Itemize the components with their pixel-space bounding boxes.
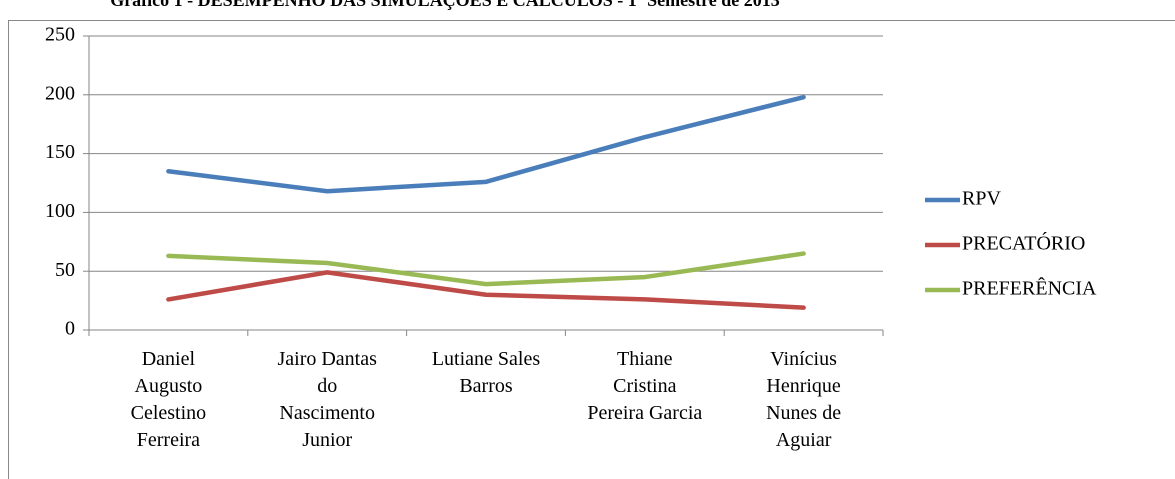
legend-label: RPV (962, 188, 1001, 210)
y-tick-label: 0 (65, 318, 75, 340)
x-tick-label-line: Vinícius (770, 348, 837, 370)
x-tick-label: Thiane Cristina Pereira Garcia (587, 348, 702, 424)
legend-label: PREFERÊNCIA (962, 277, 1097, 300)
x-tick-label: Daniel Augusto Celestino Ferreira (131, 348, 207, 451)
y-tick-label: 200 (45, 82, 75, 104)
x-tick-label-line: Pereira Garcia (587, 402, 702, 424)
x-tick-label-line: Thiane (617, 348, 673, 370)
x-tick-label-line: Lutiane Sales (432, 348, 541, 370)
y-tick-label: 150 (45, 141, 75, 163)
x-tick-label-line: Nunes de (766, 402, 841, 424)
y-tick-label: 100 (45, 200, 75, 222)
y-tick-label: 50 (55, 259, 75, 281)
x-tick-label-line: Ferreira (137, 429, 200, 451)
x-tick-label-line: Daniel (142, 348, 196, 370)
x-tick-label-line: Aguiar (776, 429, 832, 451)
x-tick-label-line: Augusto (135, 375, 203, 397)
x-tick-label-line: Junior (302, 429, 352, 451)
y-tick-label: 250 (45, 24, 75, 46)
x-tick-label-line: Celestino (131, 402, 207, 424)
line-series (166, 270, 806, 310)
chart-title: Gráfico 1 - DESEMPENHO DAS SIMULAÇÕES E … (110, 0, 780, 10)
x-tick-label-line: Barros (459, 375, 513, 397)
line-series (166, 94, 806, 194)
line-series (166, 251, 806, 287)
x-tick-label-line: Cristina (613, 375, 676, 397)
x-tick-label-line: Nascimento (279, 402, 375, 424)
x-tick-label-line: do (317, 375, 337, 397)
x-tick-label-line: Jairo Dantas (277, 348, 377, 370)
x-tick-label: Jairo Dantas do Nascimento Junior (277, 348, 377, 451)
legend-label: PRECATÓRIO (962, 231, 1085, 255)
x-tick-label-line: Henrique (766, 375, 841, 397)
x-tick-label: Vinícius Henrique Nunes de Aguiar (766, 348, 841, 451)
x-tick-label: Lutiane Sales Barros (432, 348, 541, 397)
frame-mask (0, 0, 1175, 18)
